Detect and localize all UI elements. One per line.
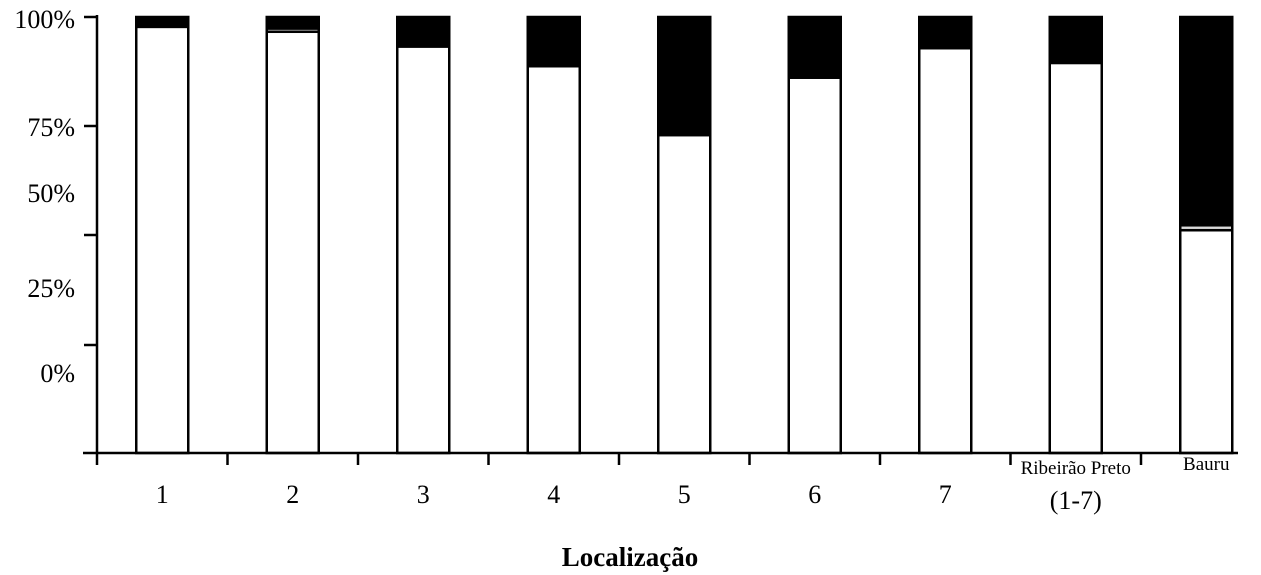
bar-segment <box>1048 61 1103 455</box>
labels-group: 100% 75% 50% 25% 0% 1 2 3 4 5 6 7 Ribeirão Preto (1-7… <box>14 5 1230 515</box>
bar-segment <box>526 15 581 66</box>
x-tick-label: 4 <box>547 480 560 509</box>
x-tick-label: 2 <box>286 480 299 509</box>
y-tick-label: 100% <box>14 5 75 34</box>
bar-segment <box>1179 228 1234 455</box>
bar-segment <box>1048 15 1103 63</box>
bar-segment <box>918 15 973 48</box>
bar-segment <box>657 133 712 455</box>
x-tick-label: 6 <box>808 480 821 509</box>
x-tick-label: Bauru <box>1183 454 1230 475</box>
x-tick-label: 7 <box>939 480 952 509</box>
bars-group <box>135 15 1234 455</box>
x-tick-label: 3 <box>417 480 430 509</box>
bar-segment <box>918 46 973 455</box>
x-tick-label: Ribeirão Preto <box>1021 458 1131 479</box>
bar-segment <box>787 76 842 455</box>
bar-segment <box>396 45 451 455</box>
bar-segment <box>657 15 712 135</box>
axes-group <box>83 15 1238 465</box>
bar-segment <box>526 64 581 455</box>
x-tick-label: 1 <box>156 480 169 509</box>
bar-segment <box>135 25 190 455</box>
y-tick-label: 75% <box>27 113 75 142</box>
y-tick-label: 25% <box>27 274 75 303</box>
x-tick-sublabel: (1-7) <box>1050 486 1102 515</box>
bar-segment <box>265 30 320 455</box>
x-axis-title: Localização <box>562 542 698 572</box>
y-tick-label: 50% <box>27 179 75 208</box>
bar-segment <box>787 15 842 78</box>
x-tick-label: 5 <box>678 480 691 509</box>
bar-segment <box>265 15 320 30</box>
bar-segment <box>1179 15 1234 227</box>
y-tick-label: 0% <box>40 359 75 388</box>
bar-segment <box>135 15 190 27</box>
bar-segment <box>396 15 451 47</box>
